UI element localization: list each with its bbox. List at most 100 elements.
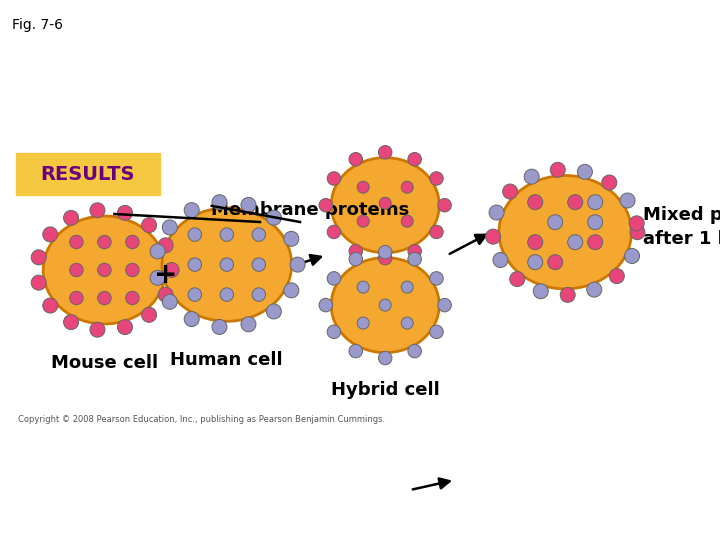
Circle shape: [379, 197, 391, 209]
Circle shape: [588, 195, 603, 210]
Ellipse shape: [499, 176, 631, 289]
Circle shape: [327, 272, 341, 285]
Circle shape: [98, 263, 111, 276]
Circle shape: [162, 220, 177, 235]
Circle shape: [430, 325, 444, 339]
Ellipse shape: [162, 208, 292, 321]
Circle shape: [158, 238, 174, 253]
Circle shape: [379, 145, 392, 159]
Circle shape: [528, 195, 543, 210]
Circle shape: [379, 351, 392, 364]
Circle shape: [534, 284, 548, 299]
Circle shape: [319, 298, 333, 312]
Circle shape: [220, 258, 233, 271]
Circle shape: [349, 345, 362, 358]
Circle shape: [290, 257, 305, 272]
Circle shape: [184, 202, 199, 218]
Circle shape: [408, 152, 421, 166]
Circle shape: [602, 175, 617, 190]
Circle shape: [588, 215, 603, 230]
Circle shape: [70, 235, 83, 249]
Circle shape: [408, 345, 421, 358]
Circle shape: [630, 225, 645, 240]
Circle shape: [164, 262, 179, 278]
Circle shape: [142, 307, 156, 322]
Circle shape: [284, 231, 299, 246]
Circle shape: [241, 317, 256, 332]
Text: Human cell: Human cell: [171, 352, 283, 369]
Circle shape: [438, 298, 451, 312]
Circle shape: [587, 282, 602, 297]
Circle shape: [266, 210, 282, 225]
Circle shape: [408, 252, 421, 266]
Circle shape: [63, 211, 78, 225]
Circle shape: [528, 235, 543, 249]
Circle shape: [438, 198, 451, 212]
Circle shape: [510, 272, 525, 287]
Circle shape: [357, 281, 369, 293]
Text: +: +: [154, 261, 177, 289]
Circle shape: [31, 250, 46, 265]
Circle shape: [503, 184, 518, 199]
Ellipse shape: [331, 258, 439, 353]
Circle shape: [90, 322, 105, 337]
Circle shape: [548, 215, 563, 230]
Circle shape: [212, 320, 227, 334]
Text: Hybrid cell: Hybrid cell: [330, 381, 440, 399]
Circle shape: [126, 291, 139, 305]
Circle shape: [379, 245, 392, 259]
Circle shape: [162, 294, 177, 309]
Circle shape: [188, 258, 202, 271]
Circle shape: [493, 253, 508, 267]
Circle shape: [567, 235, 582, 249]
Circle shape: [212, 195, 227, 210]
Circle shape: [327, 325, 341, 339]
Circle shape: [188, 288, 202, 301]
Circle shape: [158, 287, 174, 302]
Circle shape: [550, 163, 565, 177]
Circle shape: [489, 205, 504, 220]
Text: Mouse cell: Mouse cell: [51, 354, 158, 372]
Circle shape: [142, 218, 156, 233]
Text: RESULTS: RESULTS: [41, 165, 135, 184]
Circle shape: [98, 291, 111, 305]
Text: Mixed proteins
after 1 hour: Mixed proteins after 1 hour: [644, 206, 720, 248]
Circle shape: [266, 304, 282, 319]
Circle shape: [63, 315, 78, 329]
Circle shape: [588, 235, 603, 249]
Ellipse shape: [43, 216, 166, 324]
Circle shape: [408, 245, 421, 258]
Circle shape: [486, 229, 500, 244]
Circle shape: [624, 248, 639, 264]
Circle shape: [220, 228, 233, 241]
Circle shape: [609, 268, 624, 284]
Circle shape: [42, 227, 58, 242]
Circle shape: [327, 225, 341, 239]
Circle shape: [117, 320, 132, 335]
Circle shape: [567, 195, 582, 210]
Circle shape: [349, 252, 362, 266]
Circle shape: [401, 317, 413, 329]
Circle shape: [90, 203, 105, 218]
Circle shape: [284, 283, 299, 298]
Circle shape: [349, 152, 362, 166]
Circle shape: [560, 287, 575, 302]
Circle shape: [430, 172, 444, 185]
Text: Copyright © 2008 Pearson Education, Inc., publishing as Pearson Benjamin Cumming: Copyright © 2008 Pearson Education, Inc.…: [18, 415, 385, 424]
Text: Fig. 7-6: Fig. 7-6: [12, 18, 63, 32]
Circle shape: [430, 272, 444, 285]
Circle shape: [548, 255, 563, 269]
Circle shape: [401, 215, 413, 227]
Circle shape: [357, 317, 369, 329]
Circle shape: [577, 164, 593, 179]
Circle shape: [126, 235, 139, 249]
Circle shape: [31, 275, 46, 290]
Circle shape: [184, 312, 199, 327]
Circle shape: [524, 169, 539, 184]
Ellipse shape: [331, 158, 439, 253]
Circle shape: [252, 258, 266, 271]
Circle shape: [319, 198, 333, 212]
Circle shape: [349, 245, 362, 258]
Circle shape: [327, 172, 341, 185]
Circle shape: [188, 228, 202, 241]
